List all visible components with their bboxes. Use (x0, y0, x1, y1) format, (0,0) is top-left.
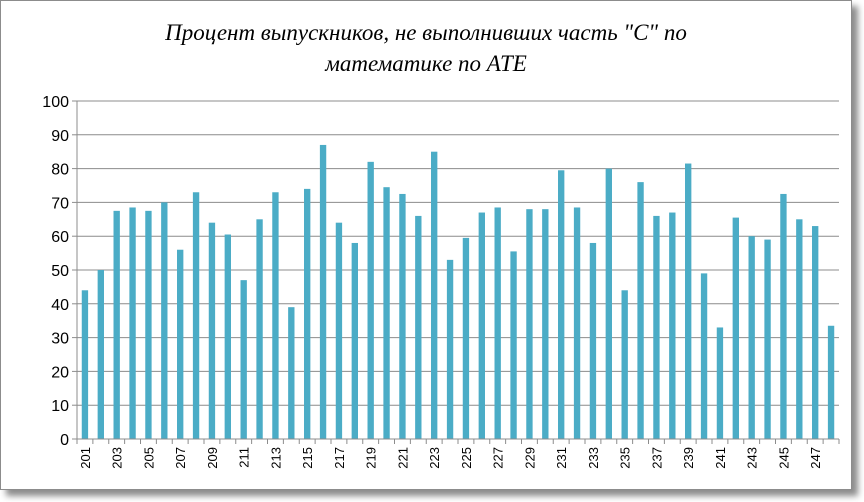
bar-series (81, 144, 835, 440)
y-tick-label: 10 (51, 398, 69, 415)
y-tick-label: 40 (51, 297, 69, 314)
x-tick-label: 219 (364, 447, 379, 469)
x-tick-label: 231 (554, 447, 569, 469)
y-tick-label: 0 (60, 432, 69, 449)
bar (669, 212, 676, 439)
x-tick-label: 227 (491, 447, 506, 469)
bar (367, 161, 374, 439)
bar (589, 242, 597, 439)
bar (113, 210, 120, 439)
bar (716, 327, 724, 439)
y-tick-label: 80 (51, 162, 69, 179)
x-tick-label: 211 (237, 447, 252, 468)
chart-title-line-2: математике по АТЕ (325, 51, 527, 76)
chart-title-line-1: Процент выпускников, не выполнивших част… (165, 20, 687, 45)
x-tick-label: 203 (110, 447, 125, 469)
y-tick-label: 20 (51, 364, 69, 381)
bar (573, 207, 581, 439)
chart-area: Процент выпускников, не выполнивших част… (0, 0, 852, 490)
bar (558, 170, 565, 440)
y-tick-label: 90 (51, 128, 69, 145)
x-tick-label: 237 (649, 447, 664, 469)
x-tick-label: 221 (395, 447, 410, 469)
bar (653, 215, 660, 439)
y-tick-label: 30 (51, 331, 69, 348)
x-tick-label: 205 (141, 447, 156, 469)
bar (177, 249, 184, 439)
x-tick-label: 207 (173, 447, 188, 469)
bar (161, 202, 168, 439)
y-tick-label: 100 (42, 94, 69, 111)
y-tick-label: 70 (51, 195, 69, 212)
x-tick-label: 201 (78, 447, 93, 469)
bar (732, 217, 739, 439)
bar (319, 144, 327, 439)
bar (304, 188, 311, 439)
bar (494, 207, 501, 439)
bar (446, 259, 454, 439)
x-tick-label: 247 (808, 447, 823, 469)
bar (129, 207, 136, 439)
bar (700, 273, 708, 439)
x-tick-label: 239 (681, 447, 696, 469)
bar (383, 187, 390, 439)
bar (399, 193, 406, 439)
x-tick-label: 245 (776, 447, 791, 469)
bar (462, 237, 470, 439)
y-tick-label: 60 (51, 229, 69, 246)
bar (351, 242, 358, 439)
bar (288, 307, 295, 439)
bar (812, 226, 819, 439)
bar (192, 192, 200, 439)
bar (145, 210, 152, 439)
x-tick-label: 223 (427, 447, 442, 469)
x-tick-label: 209 (205, 447, 220, 469)
bar (478, 212, 485, 439)
x-axis-ticks: 201 203 205 207 209 211 213 215 217 219 221 223 225 2… (78, 447, 823, 469)
bar (415, 215, 422, 439)
bar (827, 325, 835, 439)
bar (97, 270, 104, 439)
x-tick-label: 213 (268, 447, 283, 469)
plot-area: 0 10 20 30 40 50 60 70 80 90 100 201 203 205 207 209 21… (42, 94, 840, 469)
bar (748, 236, 755, 439)
axes (72, 100, 840, 444)
x-tick-label: 215 (300, 447, 315, 469)
bar (605, 168, 612, 439)
bar (240, 280, 247, 439)
y-tick-label: 50 (51, 263, 69, 280)
x-tick-label: 229 (522, 447, 537, 469)
bar (542, 209, 549, 439)
bar (637, 182, 644, 439)
x-tick-label: 233 (586, 447, 601, 469)
bar (685, 163, 692, 439)
bar (780, 193, 787, 439)
bar (796, 219, 803, 439)
bar (526, 209, 533, 439)
bar (510, 251, 517, 439)
bar (81, 290, 89, 439)
gridlines (77, 100, 839, 406)
bar (764, 239, 771, 439)
chart-title: Процент выпускников, не выполнивших част… (1, 17, 851, 79)
x-tick-label: 225 (459, 447, 474, 469)
bar (224, 234, 231, 439)
bar (335, 222, 343, 439)
bar (621, 290, 628, 439)
x-tick-label: 241 (713, 447, 728, 469)
bar (272, 192, 279, 439)
bar (208, 222, 216, 439)
x-tick-label: 235 (618, 447, 633, 469)
bar (431, 151, 438, 439)
x-tick-label: 243 (745, 447, 760, 469)
bar (256, 219, 263, 439)
x-tick-label: 217 (332, 447, 347, 469)
y-axis-ticks: 0 10 20 30 40 50 60 70 80 90 100 (42, 94, 69, 449)
